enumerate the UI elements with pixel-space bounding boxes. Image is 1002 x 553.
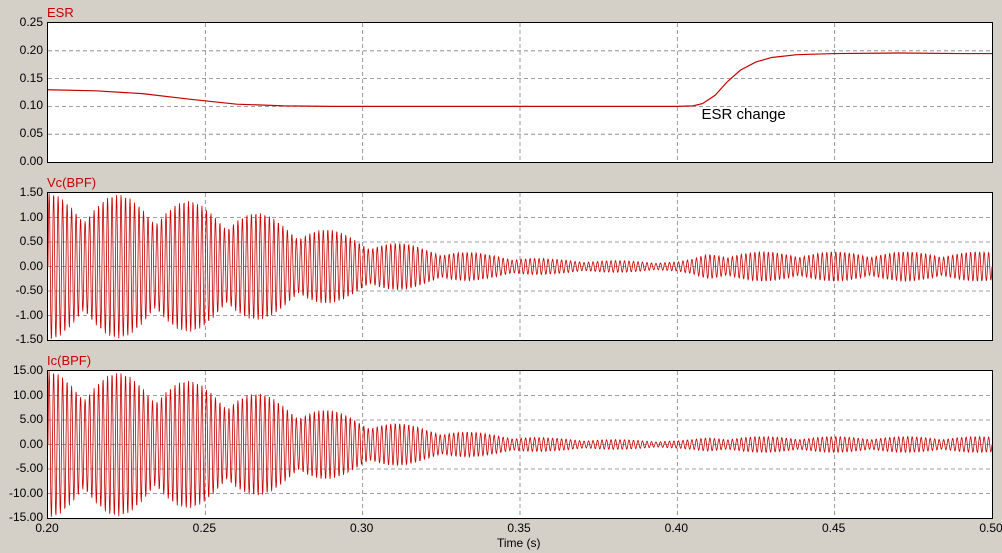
x-tick-label: 0.45 bbox=[814, 521, 854, 535]
x-tick-label: 0.25 bbox=[184, 521, 224, 535]
x-tick-label: 0.30 bbox=[342, 521, 382, 535]
chart-title-vcbpf: Vc(BPF) bbox=[47, 175, 96, 190]
plot-svg-vcbpf bbox=[48, 193, 992, 340]
annotation-esr-change: ESR change bbox=[702, 106, 786, 123]
y-tick-label: 0.15 bbox=[3, 72, 43, 84]
x-tick-label: 0.40 bbox=[656, 521, 696, 535]
y-tick-label: 0.50 bbox=[3, 235, 43, 247]
chart-title-esr: ESR bbox=[47, 5, 74, 20]
y-tick-label: -1.50 bbox=[3, 333, 43, 345]
plot-svg-icbpf bbox=[48, 371, 992, 518]
y-tick-label: 0.25 bbox=[3, 16, 43, 28]
y-tick-label: -10.00 bbox=[3, 487, 43, 499]
chart-title-icbpf: Ic(BPF) bbox=[47, 353, 91, 368]
y-tick-label: -0.50 bbox=[3, 284, 43, 296]
plot-icbpf bbox=[47, 370, 993, 519]
y-tick-label: 1.00 bbox=[3, 211, 43, 223]
y-tick-label: 0.00 bbox=[3, 438, 43, 450]
y-tick-label: 0.20 bbox=[3, 44, 43, 56]
y-tick-label: 0.05 bbox=[3, 127, 43, 139]
x-tick-label: 0.20 bbox=[27, 521, 67, 535]
y-tick-label: -5.00 bbox=[3, 462, 43, 474]
y-tick-label: 5.00 bbox=[3, 413, 43, 425]
y-tick-label: 0.10 bbox=[3, 99, 43, 111]
y-tick-label: 1.50 bbox=[3, 186, 43, 198]
plot-svg-esr bbox=[48, 23, 992, 162]
x-tick-label: 0.50 bbox=[971, 521, 1002, 535]
scope-window: { "layout": { "background_color": "#d4d0… bbox=[0, 0, 1002, 553]
x-axis-label: Time (s) bbox=[497, 536, 541, 550]
y-tick-label: 10.00 bbox=[3, 389, 43, 401]
plot-vcbpf bbox=[47, 192, 993, 341]
y-tick-label: 0.00 bbox=[3, 155, 43, 167]
y-tick-label: 0.00 bbox=[3, 260, 43, 272]
y-tick-label: -1.00 bbox=[3, 309, 43, 321]
x-tick-label: 0.35 bbox=[499, 521, 539, 535]
plot-esr bbox=[47, 22, 993, 163]
y-tick-label: 15.00 bbox=[3, 364, 43, 376]
